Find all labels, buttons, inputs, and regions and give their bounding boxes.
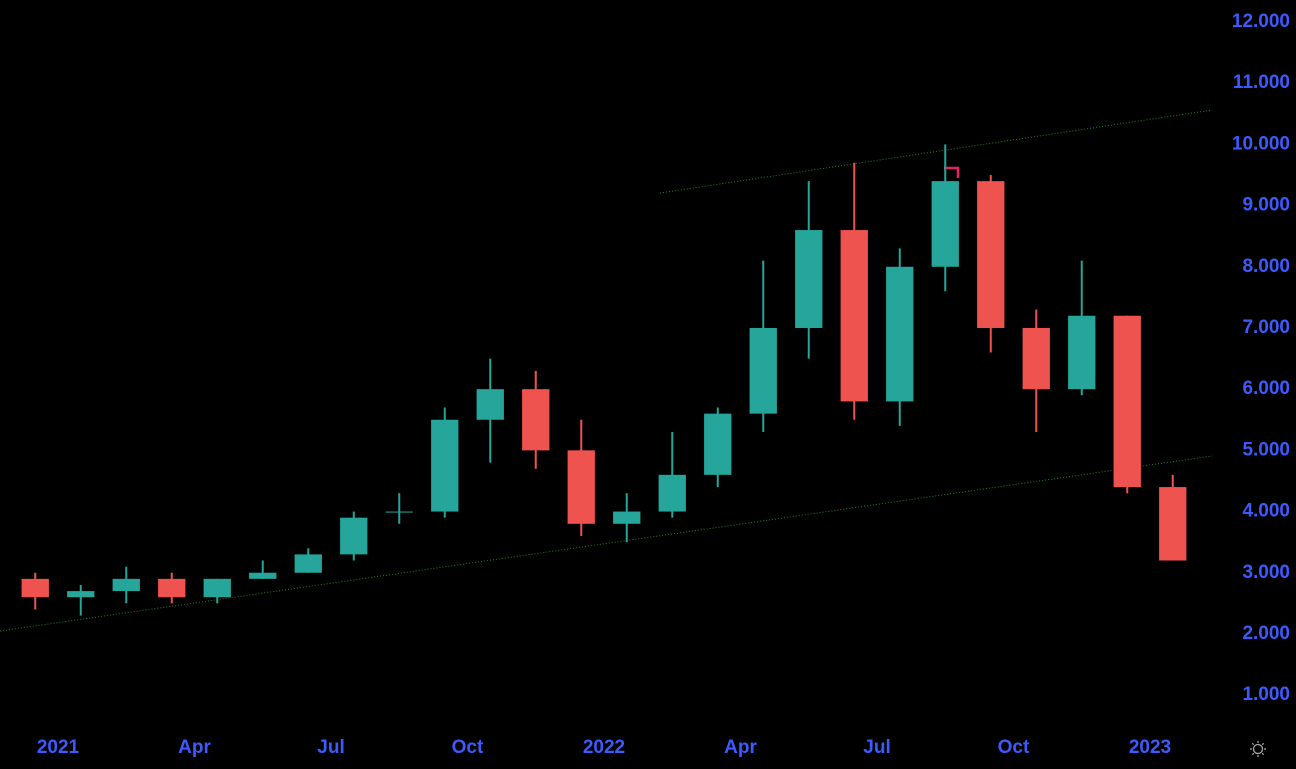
y-tick-label: 4.000 <box>1242 501 1290 522</box>
candle-body <box>431 419 459 512</box>
candle-body <box>67 591 95 598</box>
candle-body <box>886 266 914 402</box>
y-tick-label: 8.000 <box>1242 256 1290 277</box>
candle-body <box>294 554 322 573</box>
y-tick-label: 1.000 <box>1242 684 1290 705</box>
candle-body <box>112 578 140 592</box>
candle-body <box>21 578 49 598</box>
settings-icon[interactable] <box>1250 741 1266 757</box>
settings-icon-rays <box>1250 741 1266 757</box>
x-tick-label: 2021 <box>37 737 80 758</box>
candle-body <box>840 230 868 402</box>
y-tick-label: 7.000 <box>1242 317 1290 338</box>
candle-body <box>795 230 823 328</box>
candle-body <box>340 517 368 555</box>
y-tick-label: 6.000 <box>1242 378 1290 399</box>
candle-body <box>1113 315 1141 488</box>
x-tick-label: Oct <box>452 737 484 758</box>
candle-body <box>1068 315 1096 390</box>
candle-body <box>749 327 777 414</box>
settings-icon-circle <box>1252 743 1264 755</box>
y-tick-label: 3.000 <box>1242 562 1290 583</box>
candle-body <box>704 413 732 475</box>
x-tick-label: Jul <box>863 737 890 758</box>
candle-body <box>567 450 595 524</box>
candle-body <box>249 572 277 579</box>
candle-body <box>613 511 641 524</box>
y-tick-label: 2.000 <box>1242 623 1290 644</box>
x-tick-label: Apr <box>724 737 757 758</box>
x-tick-label: Apr <box>178 737 211 758</box>
y-tick-label: 5.000 <box>1242 439 1290 460</box>
candle-body <box>658 474 686 512</box>
x-tick-label: Oct <box>998 737 1030 758</box>
candle-body <box>203 578 231 598</box>
trend-line <box>659 109 1213 194</box>
trend-line <box>0 455 1213 632</box>
candle-body <box>476 389 504 420</box>
candle-body <box>1022 327 1050 390</box>
candle-body <box>1159 487 1187 561</box>
candle-body <box>522 389 550 451</box>
candle-body <box>977 181 1005 328</box>
y-tick-label: 12.000 <box>1232 11 1290 32</box>
y-tick-label: 9.000 <box>1242 195 1290 216</box>
candle-body <box>385 511 413 513</box>
x-tick-label: 2022 <box>583 737 625 758</box>
candle-body <box>158 578 186 598</box>
x-tick-label: Jul <box>317 737 344 758</box>
x-tick-label: 2023 <box>1129 737 1171 758</box>
candle-body <box>931 181 959 267</box>
y-tick-label: 10.000 <box>1232 133 1290 154</box>
y-tick-label: 11.000 <box>1233 72 1290 93</box>
